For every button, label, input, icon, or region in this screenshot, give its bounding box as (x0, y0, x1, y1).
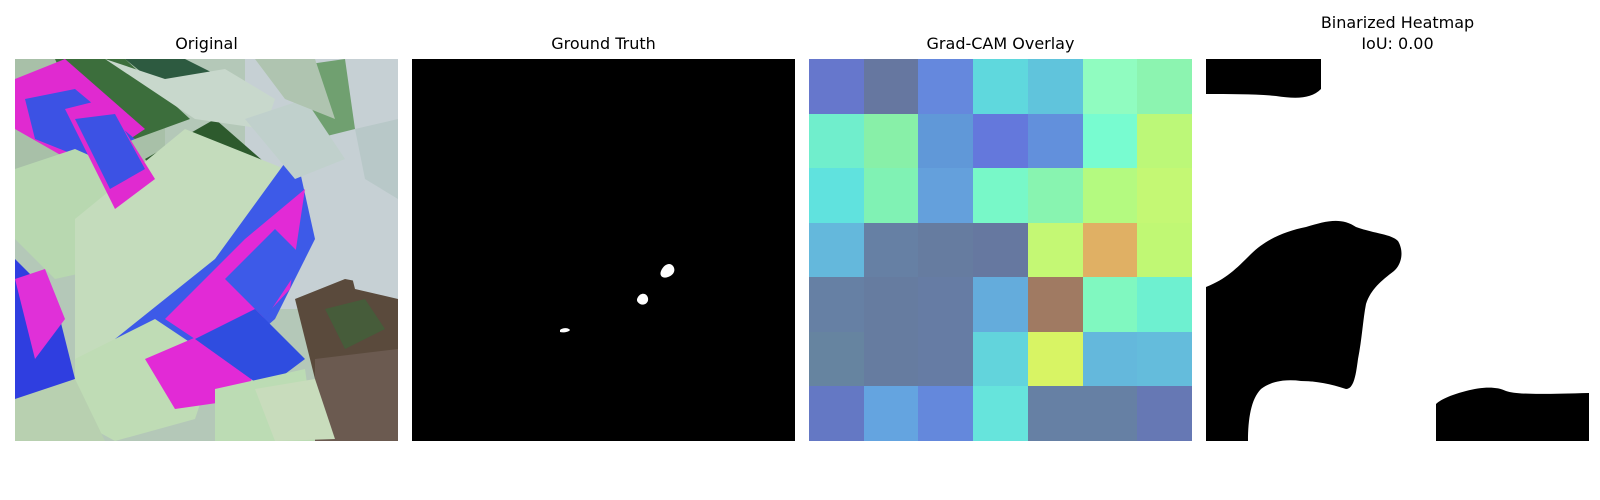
heatmap-cell (973, 114, 1028, 168)
gradcam-overlay-title: Grad-CAM Overlay (926, 34, 1075, 53)
heatmap-cell (809, 114, 864, 168)
heatmap-cell (864, 332, 918, 386)
heatmap-cell (973, 277, 1028, 332)
gradcam-overlay-image (809, 59, 1192, 441)
original-title: Original (175, 34, 238, 53)
binarized-heatmap-title: Binarized Heatmap (1320, 13, 1475, 32)
heatmap-cell (973, 168, 1028, 223)
heatmap-cell (1137, 59, 1192, 114)
heatmap-cell (864, 223, 918, 277)
heatmap-cell (1137, 223, 1192, 277)
heatmap-grid-image (809, 59, 1192, 441)
ground-truth-mask (412, 59, 795, 441)
heatmap-cell (1028, 386, 1083, 441)
iou-label: IoU: 0.00 (1361, 34, 1434, 53)
heatmap-cell (1083, 223, 1137, 277)
heatmap-cell (1137, 114, 1192, 168)
heatmap-cell (918, 59, 973, 114)
leaf-photo-image (15, 59, 398, 441)
heatmap-cell (1083, 277, 1137, 332)
heatmap-cell (918, 277, 973, 332)
heatmap-cell (973, 223, 1028, 277)
heatmap-cell (809, 168, 864, 223)
heatmap-cell (1137, 332, 1192, 386)
heatmap-cell (864, 114, 918, 168)
heatmap-cell (1028, 168, 1083, 223)
binary-mask-image (412, 59, 795, 441)
heatmap-cell (864, 168, 918, 223)
heatmap-cell (918, 223, 973, 277)
heatmap-cell (1028, 59, 1083, 114)
heatmap-cell (1028, 223, 1083, 277)
heatmap-cell (918, 386, 973, 441)
heatmap-cell (809, 223, 864, 277)
heatmap-cell (1028, 277, 1083, 332)
ground-truth-title: Ground Truth (551, 34, 656, 53)
heatmap-cell (1137, 277, 1192, 332)
heatmap-cell (973, 332, 1028, 386)
heatmap-cell (1083, 114, 1137, 168)
heatmap-cell (918, 114, 973, 168)
heatmap-cell (918, 168, 973, 223)
heatmap-cell (1137, 168, 1192, 223)
original-image (15, 59, 398, 441)
heatmap-cell (1137, 386, 1192, 441)
heatmap-cell (1083, 59, 1137, 114)
heatmap-cell (809, 386, 864, 441)
heatmap-cell (1083, 332, 1137, 386)
heatmap-cell (1083, 168, 1137, 223)
heatmap-cell (1028, 114, 1083, 168)
heatmap-cell (1083, 386, 1137, 441)
heatmap-cell (809, 59, 864, 114)
heatmap-cell (864, 59, 918, 114)
heatmap-cell (809, 332, 864, 386)
binary-heatmap-image (1206, 59, 1589, 441)
binarized-heatmap-image (1206, 59, 1589, 441)
heatmap-cell (1028, 332, 1083, 386)
heatmap-cell (864, 277, 918, 332)
heatmap-cell (864, 386, 918, 441)
heatmap-cell (809, 277, 864, 332)
heatmap-cell (973, 59, 1028, 114)
heatmap-cell (973, 386, 1028, 441)
heatmap-cell (918, 332, 973, 386)
